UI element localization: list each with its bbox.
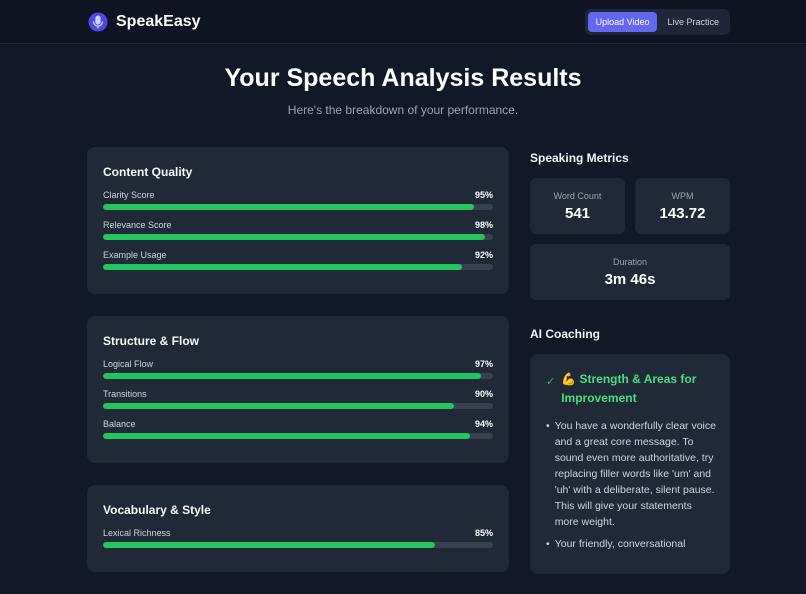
stat-label: Duration xyxy=(612,256,648,267)
metric-value: 85% xyxy=(474,528,493,538)
progress-fill xyxy=(103,433,470,439)
stat-value: 143.72 xyxy=(659,204,706,222)
progress-track xyxy=(103,204,493,210)
card-title: Vocabulary & Style xyxy=(103,503,211,517)
progress-fill xyxy=(103,264,462,270)
page-subtitle: Here's the breakdown of your performance… xyxy=(287,103,519,117)
progress-track xyxy=(103,403,493,409)
mode-toggle: Upload Video Live Practice xyxy=(584,8,730,35)
metric-transitions: Transitions 90% xyxy=(103,389,493,409)
ai-coaching-card: ✓ 💪 Strength & Areas for Improvement • Y… xyxy=(530,354,730,574)
vocabulary-style-card: Vocabulary & Style Lexical Richness 85% xyxy=(87,485,509,572)
progress-fill xyxy=(103,204,474,210)
metric-relevance-score: Relevance Score 98% xyxy=(103,220,493,240)
metric-value: 94% xyxy=(474,419,493,429)
coaching-heading: 💪 Strength & Areas for Improvement xyxy=(561,372,697,405)
metric-value: 97% xyxy=(474,359,493,369)
bullet-icon: • xyxy=(546,420,550,432)
progress-track xyxy=(103,542,493,548)
metric-balance: Balance 94% xyxy=(103,419,493,439)
coaching-item-text: Your friendly, conversational xyxy=(554,538,686,550)
coaching-item: • You have a wonderfully clear voice and… xyxy=(546,418,716,530)
metric-example-usage: Example Usage 92% xyxy=(103,250,493,270)
ai-coaching-title: AI Coaching xyxy=(530,327,601,341)
coaching-item-text: You have a wonderfully clear voice and a… xyxy=(554,420,716,528)
upload-video-button[interactable]: Upload Video xyxy=(587,11,658,32)
metric-label: Transitions xyxy=(103,389,147,399)
metric-value: 92% xyxy=(474,250,493,260)
structure-flow-card: Structure & Flow Logical Flow 97% Transit… xyxy=(87,316,509,463)
card-title: Content Quality xyxy=(103,165,193,179)
stat-label: Word Count xyxy=(553,190,602,201)
brand[interactable]: SpeakEasy xyxy=(88,12,201,32)
stat-value: 3m 46s xyxy=(604,270,656,288)
metric-label: Relevance Score xyxy=(103,220,172,230)
metric-label: Clarity Score xyxy=(103,190,155,200)
duration-stat: Duration 3m 46s xyxy=(530,244,730,300)
bullet-icon: • xyxy=(546,538,550,550)
sidebar-panel: Speaking Metrics Word Count 541 WPM 143.… xyxy=(530,147,730,574)
top-header: SpeakEasy Upload Video Live Practice xyxy=(0,0,806,44)
progress-track xyxy=(103,433,493,439)
progress-fill xyxy=(103,373,482,379)
stat-value: 541 xyxy=(564,204,591,222)
metric-label: Lexical Richness xyxy=(103,528,171,538)
word-count-stat: Word Count 541 xyxy=(530,178,625,234)
coaching-item: • Your friendly, conversational xyxy=(546,536,716,552)
progress-fill xyxy=(103,542,435,548)
page-title: Your Speech Analysis Results xyxy=(224,64,582,92)
live-practice-button[interactable]: Live Practice xyxy=(667,16,719,27)
metric-value: 98% xyxy=(474,220,493,230)
stat-label: WPM xyxy=(671,190,694,201)
progress-track xyxy=(103,264,493,270)
coaching-list: • You have a wonderfully clear voice and… xyxy=(546,418,716,552)
progress-fill xyxy=(103,403,454,409)
metric-label: Balance xyxy=(103,419,136,429)
progress-track xyxy=(103,373,493,379)
checkmark-icon: ✓ xyxy=(546,376,556,388)
metric-label: Logical Flow xyxy=(103,359,154,369)
speaking-metrics-grid: Word Count 541 WPM 143.72 Duration 3m 46… xyxy=(530,178,730,300)
brand-name: SpeakEasy xyxy=(116,12,201,30)
coaching-heading-row: ✓ 💪 Strength & Areas for Improvement xyxy=(546,370,716,408)
progress-track xyxy=(103,234,493,240)
wpm-stat: WPM 143.72 xyxy=(635,178,730,234)
card-title: Structure & Flow xyxy=(103,334,200,348)
content-quality-card: Content Quality Clarity Score 95% Relevan… xyxy=(87,147,509,294)
metric-clarity-score: Clarity Score 95% xyxy=(103,190,493,210)
metric-logical-flow: Logical Flow 97% xyxy=(103,359,493,379)
metric-value: 95% xyxy=(474,190,493,200)
metric-value: 90% xyxy=(474,389,493,399)
microphone-logo-icon xyxy=(88,12,108,31)
category-cards: Content Quality Clarity Score 95% Relevan… xyxy=(87,147,509,594)
metric-label: Example Usage xyxy=(103,250,167,260)
progress-fill xyxy=(103,234,486,240)
speaking-metrics-title: Speaking Metrics xyxy=(530,151,629,165)
metric-lexical-richness: Lexical Richness 85% xyxy=(103,528,493,548)
